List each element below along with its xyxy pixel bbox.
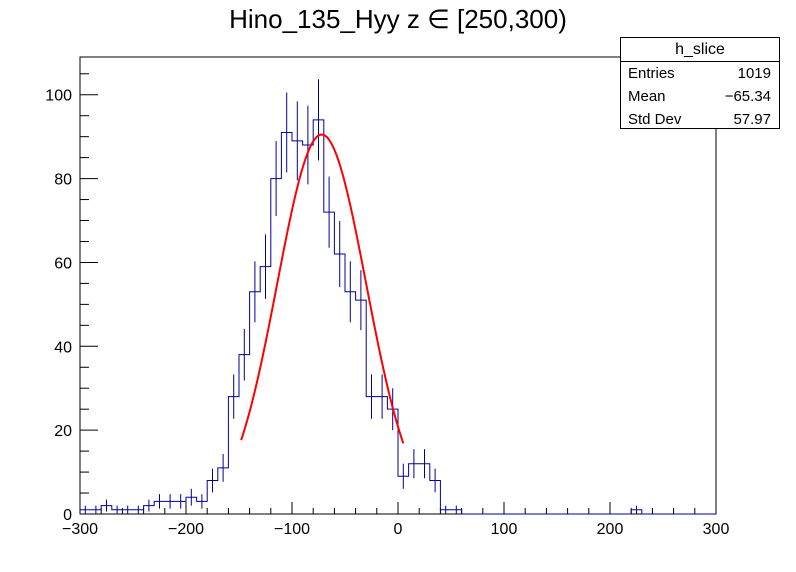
- y-tick-label: 60: [54, 255, 72, 272]
- stats-mean-row: Mean −65.34: [621, 85, 779, 108]
- x-tick-label: −100: [274, 521, 310, 538]
- histogram-series: [80, 79, 716, 515]
- y-tick-label: 80: [54, 172, 72, 189]
- stats-stddev-label: Std Dev: [628, 111, 682, 128]
- histogram-outline: [80, 119, 716, 515]
- y-tick-label: 0: [63, 507, 72, 524]
- x-tick-label: −300: [62, 521, 98, 538]
- stats-box: h_slice Entries 1019 Mean −65.34 Std Dev…: [620, 37, 780, 129]
- x-tick-label: 300: [703, 521, 730, 538]
- stats-box-name: h_slice: [621, 38, 779, 62]
- y-tick-label: 100: [45, 88, 72, 105]
- x-tick-label: −200: [168, 521, 204, 538]
- y-tick-label: 20: [54, 423, 72, 440]
- x-tick-label: 0: [394, 521, 403, 538]
- stats-entries-label: Entries: [628, 65, 675, 82]
- x-tick-label: 200: [597, 521, 624, 538]
- stats-entries-value: 1019: [737, 65, 771, 82]
- x-tick-label: 100: [491, 521, 518, 538]
- stats-stddev-value: 57.97: [733, 111, 771, 128]
- stats-mean-label: Mean: [628, 88, 666, 105]
- gaussian-fit-curve: [240, 133, 405, 444]
- y-tick-label: 40: [54, 339, 72, 356]
- stats-stddev-row: Std Dev 57.97: [621, 108, 779, 131]
- stats-entries-row: Entries 1019: [621, 62, 779, 85]
- stats-mean-value: −65.34: [724, 88, 771, 105]
- chart-title: Hino_135_Hyy z ∈ [250,300): [229, 4, 567, 34]
